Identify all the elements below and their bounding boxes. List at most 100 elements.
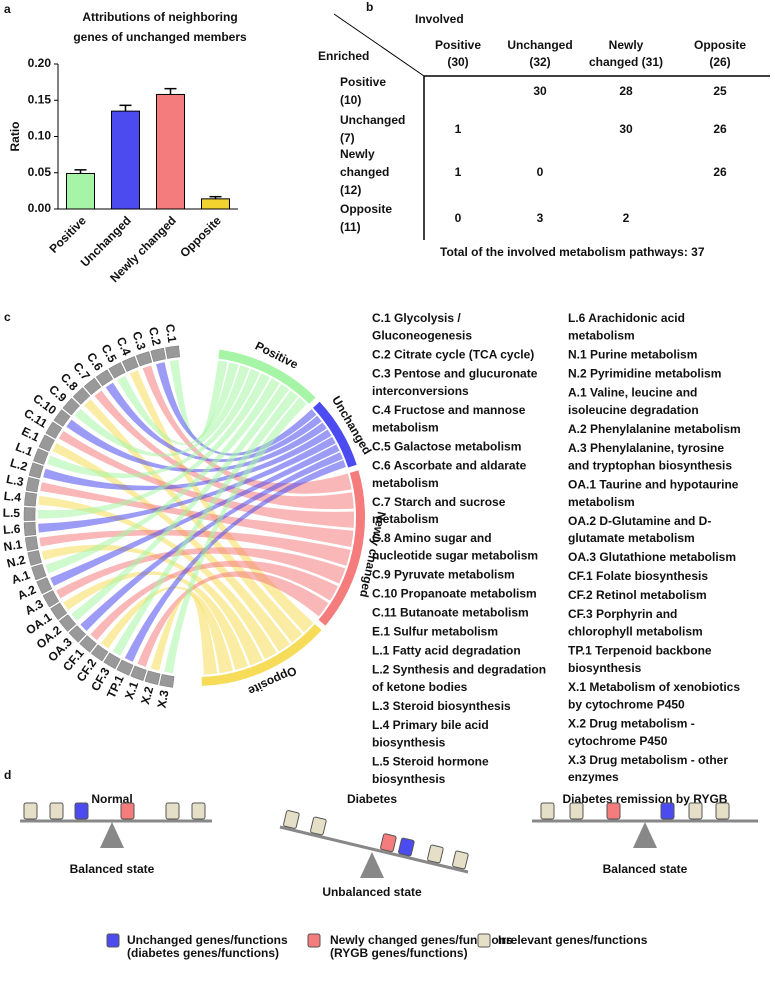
gene-box: [398, 837, 415, 857]
pathway-box: [159, 674, 175, 688]
scene-title: Diabetes: [347, 792, 397, 806]
gene-box: [380, 833, 397, 853]
pathway-box: [50, 602, 68, 620]
table-footer: Total of the involved metabolism pathway…: [440, 245, 705, 259]
legend-text: (diabetes genes/functions): [127, 946, 279, 960]
row-header: (12): [340, 183, 361, 197]
pathway-description: C.7 Starch and sucrose: [372, 495, 506, 509]
pathway-description: and tryptophan biosynthesis: [568, 458, 732, 472]
column-header: (32): [529, 55, 550, 69]
pathway-box: [108, 362, 126, 379]
column-header: Newly: [609, 38, 644, 52]
pathway-box: [103, 652, 121, 670]
y-tick-label: 0.15: [28, 92, 52, 106]
ribbon: [150, 593, 218, 675]
pathway-description: CF.3 Porphyrin and: [568, 607, 677, 621]
row-header: Unchanged: [340, 113, 405, 127]
pathway-box: [144, 670, 161, 685]
pathway-description: metabolism: [568, 329, 635, 343]
gene-box: [74, 802, 89, 820]
pathway-label: L.6: [3, 522, 22, 537]
ribbon: [47, 368, 260, 479]
fulcrum: [100, 822, 124, 848]
table-cell: 25: [713, 84, 727, 98]
group-arc: [218, 349, 316, 404]
pathway-description: metabolism: [372, 420, 439, 434]
bar: [201, 198, 230, 210]
gene-box: [120, 802, 135, 820]
group-arc: [318, 470, 365, 626]
pathway-label: X.3: [155, 689, 172, 709]
pathway-description: X.1 Metabolism of xenobiotics: [568, 680, 740, 694]
legend-text: Newly changed genes/functions: [330, 933, 513, 947]
panel-label: d: [4, 768, 11, 782]
pathway-box: [116, 659, 134, 676]
table-cell: 30: [533, 84, 547, 98]
pathway-label: A.1: [10, 568, 33, 587]
pathway-box: [165, 345, 181, 359]
ribbon: [63, 571, 249, 671]
scene-state: Unbalanced state: [322, 885, 422, 899]
pathway-description: L.4 Primary bile acid: [372, 718, 489, 732]
pathway-description: Gluconeogenesis: [372, 329, 472, 343]
pathway-description: interconversions: [372, 384, 469, 398]
pathway-label: C.3: [130, 330, 149, 352]
pathway-box: [121, 356, 139, 372]
ribbon: [142, 365, 352, 494]
ribbon: [38, 436, 336, 533]
pathway-box: [150, 347, 166, 362]
corner-top: Involved: [415, 12, 464, 26]
pathway-description: by cytochrome P450: [568, 697, 685, 711]
gene-box: [427, 844, 444, 864]
ribbon: [38, 373, 271, 519]
table-cell: 26: [713, 122, 727, 136]
pathway-description: metabolism: [372, 512, 439, 526]
ribbon: [56, 547, 346, 599]
ribbon: [101, 586, 233, 674]
pathway-box: [36, 577, 53, 595]
pathway-label: X.1: [122, 679, 141, 701]
pathway-box: [23, 507, 36, 521]
bar: [156, 93, 185, 210]
pathway-box: [62, 397, 80, 416]
pathway-box: [31, 563, 47, 581]
pathway-description: C.5 Galactose metabolism: [372, 439, 521, 453]
panel-label: b: [366, 0, 373, 14]
panel-label: a: [4, 2, 11, 16]
legend-text: Irrelevant genes/functions: [498, 933, 648, 947]
pathway-description: E.1 Sulfur metabolism: [372, 625, 498, 639]
table-cell: 2: [623, 211, 630, 225]
pathway-label: L.5: [3, 506, 21, 520]
pathway-description: X.3 Drug metabolism - other: [568, 753, 728, 767]
fulcrum: [633, 822, 657, 848]
pathway-label: C.2: [146, 326, 164, 348]
pathway-description: biosynthesis: [372, 735, 446, 749]
pathway-box: [33, 448, 49, 465]
pathway-description: enzymes: [568, 770, 619, 784]
panel-label: c: [4, 310, 11, 324]
ribbon: [52, 443, 290, 652]
fulcrum: [360, 852, 384, 878]
legend-text: Unchanged genes/functions: [127, 933, 288, 947]
pathway-description: OA.3 Glutathione metabolism: [568, 550, 736, 564]
table-cell: 1: [455, 165, 462, 179]
pathway-box: [27, 550, 42, 566]
pathway-description: chlorophyll metabolism: [568, 625, 703, 639]
table-cell: 3: [537, 211, 544, 225]
gene-box: [165, 802, 180, 820]
pathway-description: A.1 Valine, leucine and: [568, 386, 697, 400]
row-header: changed: [340, 165, 389, 179]
legend-swatch: [307, 933, 321, 948]
pathway-description: L.1 Fatty acid degradation: [372, 644, 521, 658]
pathway-box: [58, 614, 77, 632]
column-header: Unchanged: [507, 38, 572, 52]
pathway-box: [25, 477, 40, 493]
pathway-box: [95, 369, 114, 387]
pathway-label: L.3: [5, 472, 25, 489]
ribbon: [41, 544, 263, 666]
pathway-description: biosynthesis: [568, 661, 642, 675]
pathway-label: L.4: [3, 489, 22, 505]
pathway-box: [135, 351, 153, 367]
table-cell: 1: [455, 122, 462, 136]
pathway-description: CF.1 Folate biosynthesis: [568, 569, 708, 583]
